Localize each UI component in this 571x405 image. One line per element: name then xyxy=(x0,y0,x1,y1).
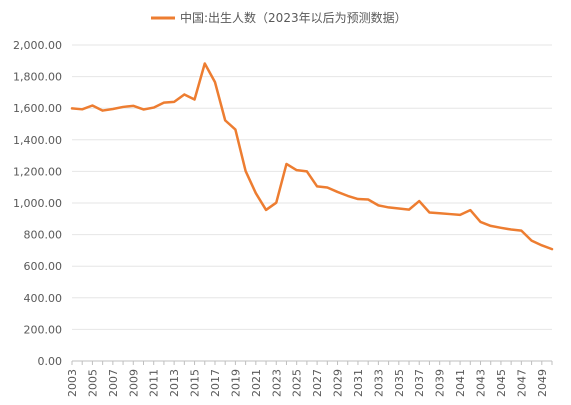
data-point xyxy=(193,98,195,100)
x-tick-label: 2031 xyxy=(352,369,365,397)
x-tick-label: 2037 xyxy=(413,369,426,397)
data-point xyxy=(306,170,308,172)
data-point xyxy=(347,195,349,197)
y-gridlines xyxy=(72,44,552,330)
x-tick-label: 2007 xyxy=(107,369,120,397)
x-tick-label: 2047 xyxy=(515,369,528,397)
data-point xyxy=(163,101,165,103)
x-tick-label: 2011 xyxy=(148,369,161,397)
data-point xyxy=(367,198,369,200)
data-point xyxy=(449,213,451,215)
data-point xyxy=(132,105,134,107)
data-point xyxy=(255,192,257,194)
data-point xyxy=(112,108,114,110)
y-tick-label: 400.00 xyxy=(24,292,63,305)
series-layer xyxy=(70,62,554,251)
data-point xyxy=(71,107,73,109)
data-point xyxy=(551,248,553,250)
y-tick-label: 2,000.00 xyxy=(13,39,62,52)
data-point xyxy=(387,206,389,208)
data-point xyxy=(122,106,124,108)
data-point xyxy=(336,191,338,193)
data-point xyxy=(204,62,206,64)
x-tick-label: 2025 xyxy=(291,369,304,397)
x-tick-label: 2027 xyxy=(311,369,324,397)
x-tick-label: 2039 xyxy=(434,369,447,397)
data-point xyxy=(153,106,155,108)
data-point xyxy=(275,201,277,203)
data-point xyxy=(469,209,471,211)
y-tick-label: 1,000.00 xyxy=(13,197,62,210)
x-tick-labels: 2003 2005 2007 2009 2011 2013 2015 2017 2019 2021… xyxy=(66,369,549,397)
data-point xyxy=(224,119,226,121)
x-tick-label: 2019 xyxy=(229,369,242,397)
data-point xyxy=(357,198,359,200)
y-tick-labels: 0.00 200.00 400.00 600.00 800.00 1,000.00 1,20… xyxy=(13,39,62,368)
x-tick-label: 2041 xyxy=(454,369,467,397)
data-point xyxy=(91,104,93,106)
data-point xyxy=(173,101,175,103)
data-point xyxy=(183,93,185,95)
data-point xyxy=(530,239,532,241)
data-point xyxy=(490,225,492,227)
data-point xyxy=(408,208,410,210)
x-tick-label: 2049 xyxy=(536,369,549,397)
x-tick-label: 2023 xyxy=(270,369,283,397)
x-tick-label: 2009 xyxy=(127,369,140,397)
x-tick-label: 2017 xyxy=(209,369,222,397)
series-line-0 xyxy=(70,62,554,251)
data-point xyxy=(265,209,267,211)
x-tick-label: 2005 xyxy=(86,369,99,397)
data-point xyxy=(520,229,522,231)
x-tick-label: 2035 xyxy=(393,369,406,397)
data-point xyxy=(479,221,481,223)
y-tick-label: 1,800.00 xyxy=(13,71,62,84)
data-point xyxy=(510,228,512,230)
data-point xyxy=(438,212,440,214)
x-tick-label: 2033 xyxy=(372,369,385,397)
data-point xyxy=(377,204,379,206)
legend-label-birth-count: 中国:出生人数（2023年以后为预测数据） xyxy=(180,10,407,25)
data-point xyxy=(428,211,430,213)
y-tick-label: 200.00 xyxy=(24,323,63,336)
x-tick-label: 2043 xyxy=(475,369,488,397)
y-tick-label: 0.00 xyxy=(38,355,63,368)
x-tick-label: 2015 xyxy=(189,369,202,397)
data-point xyxy=(81,108,83,110)
data-point xyxy=(142,108,144,110)
data-point xyxy=(316,185,318,187)
data-point xyxy=(500,227,502,229)
x-tick-label: 2045 xyxy=(495,369,508,397)
y-tick-label: 1,400.00 xyxy=(13,134,62,147)
x-tick-label: 2013 xyxy=(168,369,181,397)
y-tick-label: 800.00 xyxy=(24,229,63,242)
data-point xyxy=(326,186,328,188)
data-point xyxy=(285,163,287,165)
data-point xyxy=(398,207,400,209)
data-point xyxy=(418,200,420,202)
y-tick-label: 600.00 xyxy=(24,260,63,273)
y-tick-label: 1,200.00 xyxy=(13,165,62,178)
x-axis xyxy=(71,360,553,365)
data-point xyxy=(541,244,543,246)
x-tick-label: 2029 xyxy=(332,369,345,397)
x-tick-label: 2021 xyxy=(250,369,263,397)
y-tick-label: 1,600.00 xyxy=(13,102,62,115)
data-point xyxy=(214,81,216,83)
x-tick-label: 2003 xyxy=(66,369,79,397)
data-point xyxy=(295,169,297,171)
data-point xyxy=(101,109,103,111)
data-point xyxy=(459,214,461,216)
data-point xyxy=(234,128,236,130)
data-point xyxy=(244,170,246,172)
legend: 中国:出生人数（2023年以后为预测数据） xyxy=(151,10,407,25)
